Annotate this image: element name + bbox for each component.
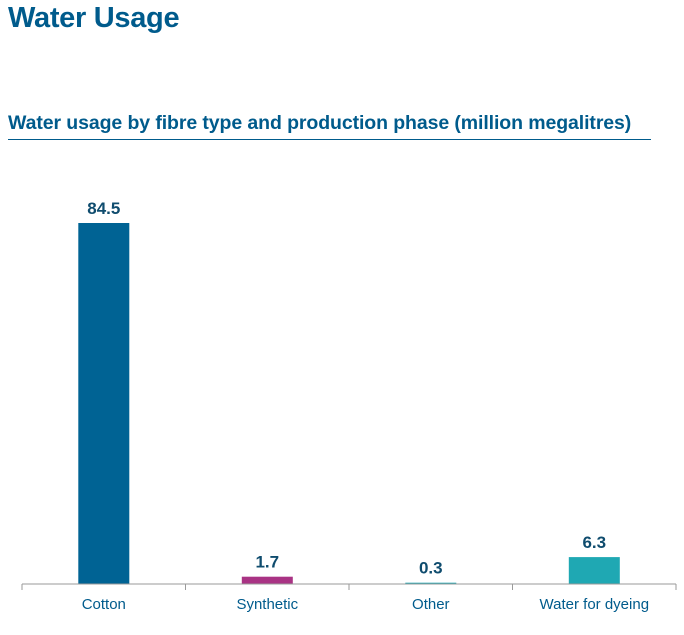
- bars-group: [78, 223, 620, 584]
- bar-synthetic: [241, 576, 293, 584]
- data-label: 0.3: [419, 559, 443, 578]
- x-tick-label: Water for dyeing: [540, 596, 650, 613]
- data-label: 1.7: [255, 553, 279, 572]
- chart-title: Water usage by fibre type and production…: [8, 112, 632, 134]
- chart-title-underline: [8, 139, 651, 140]
- bar-water-for-dyeing: [568, 557, 620, 584]
- page-title: Water Usage: [8, 2, 180, 34]
- x-axis-tick-labels: Cotton Synthetic Other Water for dyeing: [82, 596, 649, 613]
- x-tick-label: Cotton: [82, 596, 126, 613]
- x-tick-label: Other: [412, 596, 450, 613]
- value-labels-group: 84.5 1.7 0.3 6.3: [87, 199, 606, 578]
- data-label: 6.3: [582, 533, 606, 552]
- x-tick-label: Synthetic: [236, 596, 298, 613]
- data-label: 84.5: [87, 199, 120, 218]
- bar-other: [405, 582, 457, 584]
- x-axis-ticks: [21, 584, 677, 590]
- bar-cotton: [78, 223, 130, 584]
